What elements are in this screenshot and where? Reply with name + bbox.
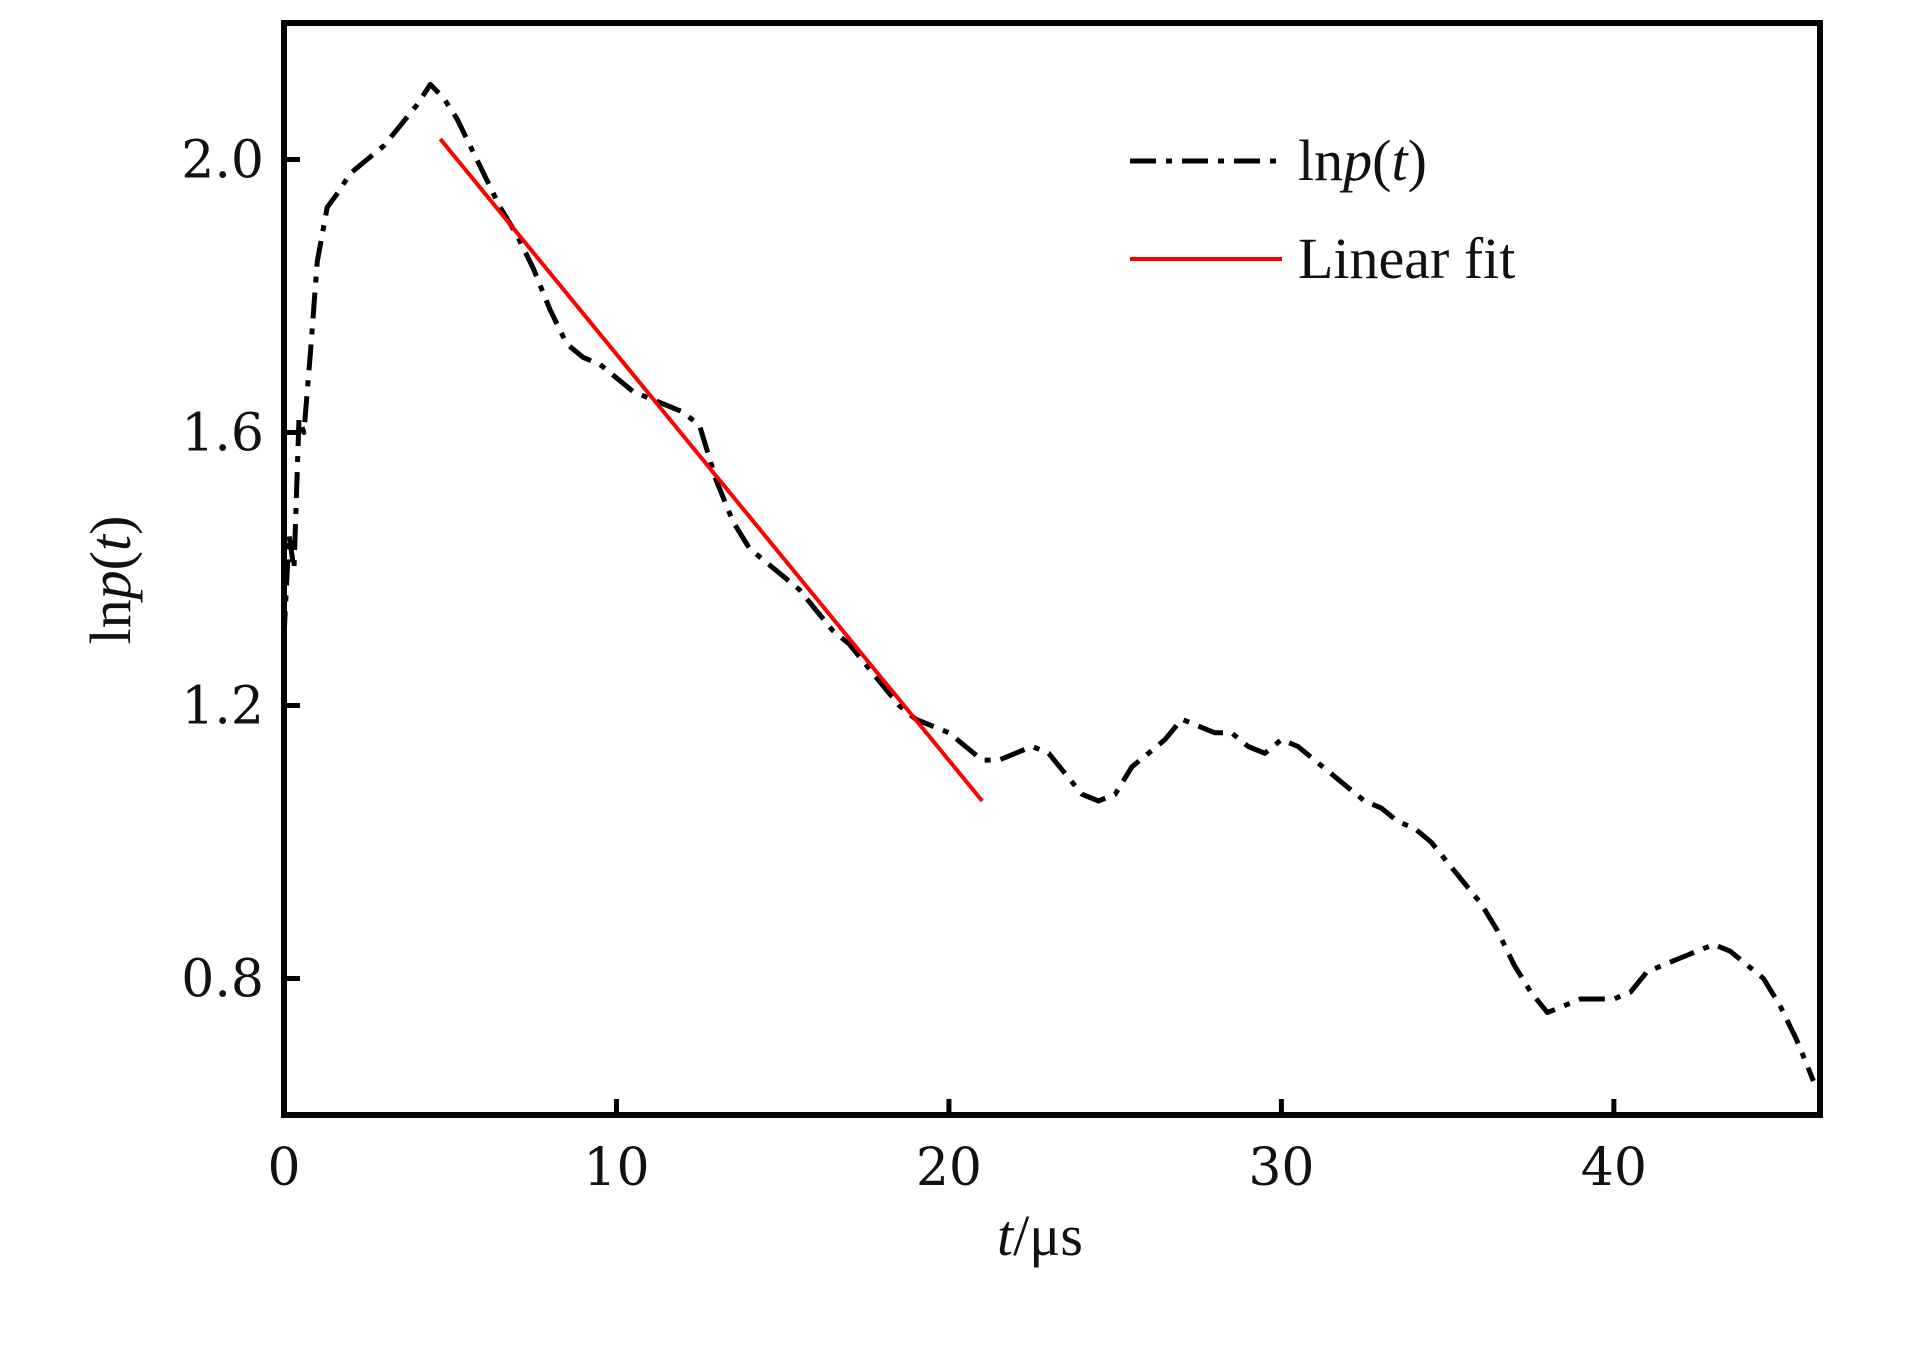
legend-lnp-open: (: [1372, 128, 1391, 193]
y-tick-label: 0.8: [181, 950, 264, 1010]
y-tick-label: 2.0: [181, 131, 264, 191]
y-axis-title-t: t: [78, 533, 143, 551]
y-axis-title-open: (: [78, 551, 143, 570]
x-tick-label: 30: [1248, 1138, 1314, 1198]
y-tick-label: 1.6: [181, 404, 264, 464]
series-layer: [281, 81, 1816, 1082]
legend-lnp-t: t: [1391, 128, 1409, 193]
legend-lnp-ln: ln: [1298, 128, 1343, 193]
legend-label-lnp: lnp(t): [1298, 128, 1427, 193]
legend: lnp(t) Linear fit: [1130, 128, 1515, 291]
x-axis-title-italic: t: [997, 1203, 1015, 1268]
y-tick-label: 1.2: [181, 677, 264, 737]
x-axis-title: t/μs: [997, 1203, 1083, 1268]
legend-lnp-close: ): [1408, 128, 1427, 193]
y-axis-title-ln: ln: [78, 599, 143, 644]
x-axis-title-unit: /μs: [1013, 1203, 1083, 1268]
x-tick-label: 20: [916, 1138, 982, 1198]
y-axis-title-close: ): [78, 516, 143, 535]
x-tick-label: 10: [583, 1138, 649, 1198]
legend-lnp-p: p: [1339, 128, 1372, 193]
labels-layer: 0 10 20 30 40 0.8 1.2 1.6 2.0: [181, 131, 1647, 1199]
legend-label-linear-fit: Linear fit: [1298, 226, 1515, 291]
x-tick-label: 0: [267, 1138, 300, 1198]
series-line-linear-fit: [438, 137, 984, 803]
plot-frame: [281, 20, 1823, 1118]
series-line-lnp: [281, 81, 1816, 1082]
y-axis-title: lnp(t): [78, 516, 143, 645]
y-axis-title-p: p: [78, 570, 143, 603]
ticks-layer: [281, 157, 1617, 1115]
x-tick-label: 40: [1581, 1138, 1647, 1198]
